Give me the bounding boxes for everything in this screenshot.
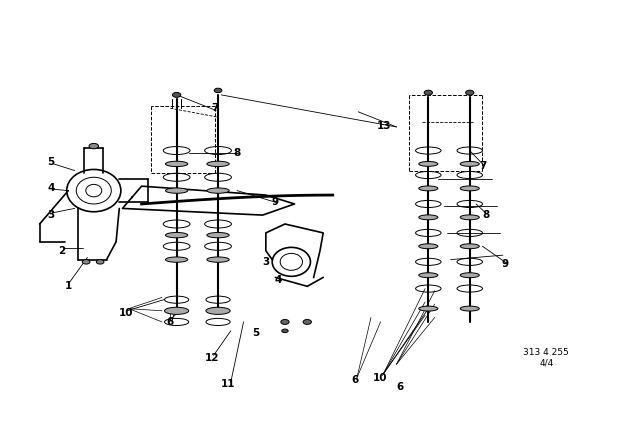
Ellipse shape: [207, 257, 229, 262]
Text: 3: 3: [262, 257, 269, 267]
Text: 6: 6: [166, 317, 174, 327]
Ellipse shape: [460, 273, 479, 278]
Text: 1: 1: [65, 281, 72, 291]
Text: 6: 6: [351, 375, 358, 385]
Ellipse shape: [460, 161, 479, 166]
Ellipse shape: [166, 161, 188, 167]
Text: 10: 10: [373, 373, 388, 383]
Ellipse shape: [173, 92, 180, 97]
Ellipse shape: [83, 260, 90, 264]
Ellipse shape: [97, 260, 104, 264]
Ellipse shape: [214, 88, 222, 93]
Ellipse shape: [206, 307, 230, 314]
Text: 12: 12: [204, 353, 219, 362]
Ellipse shape: [89, 143, 99, 149]
Text: 8: 8: [234, 148, 241, 158]
Ellipse shape: [166, 188, 188, 193]
Ellipse shape: [460, 186, 479, 191]
Ellipse shape: [419, 306, 438, 311]
Text: 9: 9: [501, 259, 508, 269]
Ellipse shape: [419, 186, 438, 191]
Ellipse shape: [207, 161, 229, 167]
Text: 6: 6: [396, 382, 403, 392]
Text: 9: 9: [272, 197, 279, 207]
Ellipse shape: [281, 319, 289, 324]
Text: 7: 7: [479, 161, 486, 171]
Ellipse shape: [460, 306, 479, 311]
Text: 8: 8: [482, 210, 490, 220]
Ellipse shape: [460, 215, 479, 220]
Text: 5: 5: [253, 328, 260, 338]
Ellipse shape: [164, 307, 189, 314]
Ellipse shape: [424, 90, 433, 95]
Text: 4: 4: [275, 275, 282, 284]
Ellipse shape: [419, 161, 438, 166]
Ellipse shape: [207, 233, 229, 238]
Text: 13: 13: [376, 121, 391, 131]
Ellipse shape: [166, 233, 188, 238]
Text: 10: 10: [118, 308, 133, 318]
Text: 2: 2: [58, 246, 65, 256]
Text: 3: 3: [47, 210, 54, 220]
Ellipse shape: [419, 273, 438, 278]
Ellipse shape: [282, 329, 288, 332]
Ellipse shape: [419, 215, 438, 220]
Ellipse shape: [207, 188, 229, 193]
Text: 313 4 255
4/4: 313 4 255 4/4: [524, 348, 569, 367]
Ellipse shape: [303, 319, 312, 324]
Ellipse shape: [466, 90, 474, 95]
Ellipse shape: [460, 244, 479, 249]
Text: 5: 5: [47, 157, 54, 167]
Ellipse shape: [166, 257, 188, 262]
Text: 4: 4: [47, 183, 55, 194]
Ellipse shape: [419, 244, 438, 249]
Text: 11: 11: [220, 379, 235, 389]
Text: 7: 7: [211, 103, 218, 113]
